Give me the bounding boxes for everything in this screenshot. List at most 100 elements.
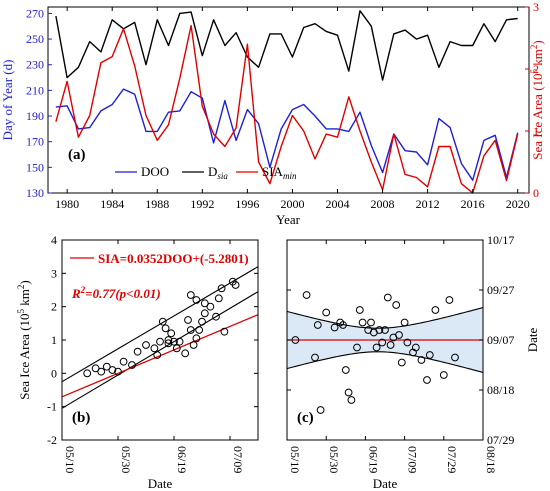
a-ytick-left-label: 170	[26, 135, 44, 149]
c-xtick-label: 06/19	[366, 446, 380, 473]
data-point	[425, 351, 434, 359]
legend-dsia-sub: sia	[217, 171, 228, 181]
data-point	[355, 306, 364, 314]
a-xtick-label: 1984	[100, 197, 124, 211]
series-line-dsia	[55, 10, 518, 81]
b-ylabel-main: Sea Ice Area (10	[17, 313, 32, 399]
data-point	[158, 317, 167, 326]
a-xtick-label: 2008	[371, 197, 395, 211]
panel-b-frame	[61, 239, 259, 441]
b-ylabel-tail: km	[17, 289, 32, 309]
legend-dsia-main: D	[208, 164, 217, 179]
data-point	[411, 343, 420, 352]
data-point	[167, 329, 176, 338]
data-point	[102, 362, 111, 371]
panel-c: 05/10 05/30 06/19 07/09 07/29 08/1807/2908/18…	[286, 233, 540, 491]
panel-b-xlabel: Date	[148, 476, 173, 491]
ylabel-right-tail: km	[530, 49, 545, 69]
data-point	[403, 338, 412, 347]
c-xtick-label: 05/10	[288, 446, 302, 473]
data-point	[153, 351, 162, 359]
data-point	[217, 284, 226, 293]
data-point	[142, 341, 150, 349]
a-xtick-label: 2012	[416, 197, 440, 211]
c-ytick-label: 07/29	[487, 433, 514, 447]
a-ytick-left-label: 250	[26, 32, 44, 46]
c-xtick-label: 07/29	[445, 446, 459, 473]
fit-line	[61, 314, 259, 398]
data-point	[316, 406, 325, 414]
a-ytick-left-label: 210	[26, 83, 44, 97]
panel-c-xlabel: Date	[373, 476, 398, 491]
data-point	[200, 309, 209, 318]
data-point	[431, 306, 440, 314]
b-ytick-label: 4	[51, 233, 57, 247]
b-ytick-label: 3	[51, 266, 57, 280]
data-point	[400, 318, 409, 327]
panel-b-label: (b)	[72, 410, 90, 426]
a-xtick-label: 2004	[326, 197, 350, 211]
legend-siamin-sub: min	[283, 171, 297, 181]
panel-a-frame	[47, 6, 530, 194]
data-point	[313, 321, 322, 329]
a-ytick-right-label: 3	[533, 0, 539, 14]
panel-c-ylabel: Date	[525, 328, 540, 353]
ylabel-right-close: )	[530, 40, 545, 44]
b-ylabel-close: )	[17, 280, 32, 284]
c-ytick-label: 09/27	[487, 283, 514, 297]
c-xtick-label: 07/09	[406, 446, 420, 473]
a-ytick-left-label: 230	[26, 58, 44, 72]
panel-c-label: (c)	[297, 410, 314, 426]
data-point	[150, 344, 159, 353]
a-xtick-label: 1980	[55, 197, 79, 211]
a-xtick-label: 1992	[190, 197, 214, 211]
legend-doo: DOO	[141, 164, 169, 179]
a-ytick-left-label: 190	[26, 109, 44, 123]
panel-b-ylabel: Sea Ice Area (105 km2)	[16, 280, 32, 399]
data-point	[189, 341, 198, 349]
ylabel-right-main: Sea Ice Area (10	[530, 73, 545, 159]
data-point	[192, 334, 201, 343]
data-point	[311, 353, 319, 362]
data-point	[156, 337, 164, 346]
data-point	[220, 327, 229, 336]
b-ytick-label: 1	[51, 333, 57, 347]
b-xtick-label: 06/19	[175, 446, 189, 473]
data-point	[181, 349, 190, 358]
legend-siamin-main: SIA	[262, 164, 284, 179]
data-point	[344, 388, 353, 397]
data-point	[186, 326, 195, 334]
data-point	[330, 323, 339, 332]
data-point	[336, 318, 345, 327]
ci-lower-line	[61, 291, 259, 409]
data-point	[341, 366, 350, 374]
panel-a-legend: DOO Dsia SIAmin	[115, 164, 297, 181]
series-line-doo	[55, 88, 519, 181]
panel-a-xlabel: Year	[276, 212, 301, 227]
panel-a-ylabel-right: Sea Ice Area (105 km2)	[529, 40, 545, 159]
data-point	[164, 339, 173, 348]
data-point	[375, 326, 384, 334]
data-point	[214, 294, 223, 303]
panel-a-series	[55, 10, 519, 194]
r2-close: <0.01)	[126, 286, 161, 301]
data-point	[392, 301, 401, 309]
a-xtick-label: 2000	[280, 197, 304, 211]
b-xtick-label: 05/30	[119, 446, 133, 473]
b-ylabel-sup: 5	[16, 308, 26, 313]
data-point	[133, 347, 142, 356]
data-point	[172, 344, 181, 353]
data-point	[322, 308, 331, 317]
b-xtick-label: 07/09	[231, 446, 245, 473]
panel-c-content	[286, 291, 484, 414]
a-xtick-label: 2016	[461, 197, 485, 211]
panel-a-ylabel-left: Day of Year (d)	[0, 60, 15, 141]
band-lower-line	[286, 351, 484, 373]
data-point	[397, 358, 406, 367]
b-ytick-label: 0	[51, 366, 57, 380]
panel-a-ticks: 1980 1984 1988 1992 1996 2000 2004 2008 2012 2016…	[26, 0, 539, 211]
data-point	[451, 353, 459, 362]
a-ytick-right-label: 2	[533, 62, 539, 76]
data-point	[175, 337, 184, 346]
